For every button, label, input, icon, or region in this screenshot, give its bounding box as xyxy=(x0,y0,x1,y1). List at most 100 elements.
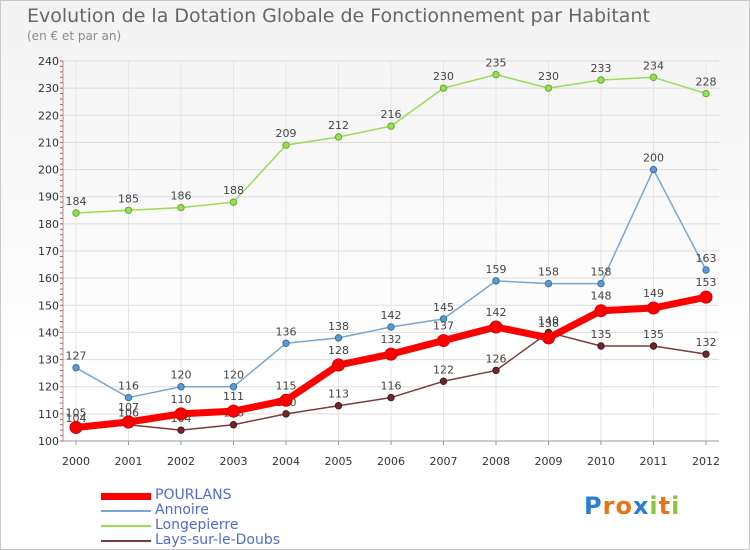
x-tick-label: 2002 xyxy=(167,455,195,468)
data-label-annoire: 163 xyxy=(696,252,717,265)
y-tick-label: 130 xyxy=(38,354,59,367)
data-point-pourlans xyxy=(174,407,188,421)
data-label-lays-sur-le-doubs: 135 xyxy=(643,328,664,341)
data-point-pourlans xyxy=(699,290,713,304)
data-point-lays-sur-le-doubs xyxy=(492,366,500,375)
y-tick-label: 220 xyxy=(38,109,59,122)
x-tick-label: 2008 xyxy=(482,455,510,468)
data-point-longepierre xyxy=(124,206,133,214)
data-point-longepierre xyxy=(597,76,605,84)
y-tick-label: 160 xyxy=(38,272,59,285)
x-tick-label: 2000 xyxy=(62,455,90,468)
data-label-longepierre: 228 xyxy=(696,76,717,89)
x-tick-label: 2011 xyxy=(640,455,668,468)
data-point-annoire xyxy=(72,364,80,372)
data-point-longepierre xyxy=(229,198,238,206)
data-point-annoire xyxy=(229,383,238,391)
data-point-pourlans xyxy=(594,304,608,318)
y-tick-label: 210 xyxy=(38,136,59,149)
data-point-lays-sur-le-doubs xyxy=(387,393,395,402)
data-label-annoire: 145 xyxy=(433,301,454,314)
data-label-lays-sur-le-doubs: 140 xyxy=(538,314,559,327)
data-label-pourlans: 153 xyxy=(696,276,717,289)
data-label-annoire: 138 xyxy=(328,320,349,333)
data-label-lays-sur-le-doubs: 116 xyxy=(381,380,402,393)
data-point-annoire xyxy=(334,334,343,342)
data-label-annoire: 200 xyxy=(643,152,664,165)
data-label-lays-sur-le-doubs: 122 xyxy=(433,363,454,376)
data-point-longepierre xyxy=(334,133,343,141)
data-label-pourlans: 111 xyxy=(223,390,244,403)
data-point-pourlans xyxy=(227,404,240,418)
data-point-pourlans xyxy=(122,415,135,429)
y-tick-label: 180 xyxy=(38,218,59,231)
data-label-longepierre: 233 xyxy=(591,62,612,75)
data-point-longepierre xyxy=(492,70,500,79)
data-point-annoire xyxy=(177,383,185,391)
data-label-lays-sur-le-doubs: 113 xyxy=(328,388,349,401)
legend-swatch xyxy=(101,525,151,527)
data-label-annoire: 116 xyxy=(118,380,139,393)
x-tick-label: 2004 xyxy=(272,455,300,468)
y-tick-label: 240 xyxy=(38,55,59,68)
data-point-annoire xyxy=(492,277,500,285)
data-label-pourlans: 110 xyxy=(171,393,192,406)
legend-swatch xyxy=(101,510,151,512)
data-point-lays-sur-le-doubs xyxy=(439,377,448,385)
logo-letter: i xyxy=(649,492,659,520)
data-label-longepierre: 230 xyxy=(433,70,454,83)
x-tick-label: 2009 xyxy=(535,455,563,468)
data-label-longepierre: 212 xyxy=(328,119,349,132)
proxiti-logo: Proxiti xyxy=(584,492,680,520)
data-label-longepierre: 184 xyxy=(66,195,87,208)
data-label-longepierre: 235 xyxy=(486,57,507,70)
data-point-longepierre xyxy=(439,84,448,92)
y-tick-label: 120 xyxy=(38,381,59,394)
y-tick-label: 230 xyxy=(38,82,59,95)
chart-subtitle: (en € et par an) xyxy=(27,29,122,43)
data-label-longepierre: 185 xyxy=(118,192,139,205)
data-point-pourlans xyxy=(437,334,450,348)
legend-label: Annoire xyxy=(155,502,209,518)
data-point-lays-sur-le-doubs xyxy=(334,402,343,410)
x-tick-label: 2006 xyxy=(377,455,405,468)
data-point-lays-sur-le-doubs xyxy=(229,421,238,429)
data-point-annoire xyxy=(649,165,658,174)
data-point-lays-sur-le-doubs xyxy=(597,342,605,350)
data-point-lays-sur-le-doubs xyxy=(177,426,185,434)
x-tick-label: 2012 xyxy=(692,455,720,468)
x-tick-label: 2001 xyxy=(115,455,143,468)
y-tick-label: 190 xyxy=(38,191,59,204)
data-label-pourlans: 137 xyxy=(433,320,454,333)
data-label-annoire: 127 xyxy=(66,350,87,363)
data-label-longepierre: 216 xyxy=(381,108,402,121)
x-tick-label: 2003 xyxy=(220,455,248,468)
data-label-annoire: 136 xyxy=(276,325,297,338)
data-label-pourlans: 115 xyxy=(276,379,297,392)
data-label-lays-sur-le-doubs: 106 xyxy=(118,407,139,420)
data-point-longepierre xyxy=(702,89,710,98)
legend-swatch xyxy=(101,492,151,500)
logo-letter: t xyxy=(658,492,672,520)
data-point-annoire xyxy=(387,323,395,331)
data-point-pourlans xyxy=(69,420,83,434)
legend-label: Longepierre xyxy=(155,517,239,533)
data-label-pourlans: 148 xyxy=(591,290,612,303)
logo-letter: r xyxy=(602,492,616,520)
legend-label: Lays-sur-le-Doubs xyxy=(155,532,281,548)
data-point-annoire xyxy=(544,279,553,288)
data-point-longepierre xyxy=(387,122,395,130)
chart-title: Evolution de la Dotation Globale de Fonc… xyxy=(27,5,650,27)
data-label-longepierre: 234 xyxy=(643,59,664,72)
data-point-longepierre xyxy=(72,209,80,217)
y-tick-label: 100 xyxy=(38,435,59,448)
data-point-annoire xyxy=(597,279,605,288)
logo-letter: o xyxy=(615,492,633,520)
data-label-annoire: 158 xyxy=(591,266,612,279)
y-tick-label: 140 xyxy=(38,326,59,339)
data-label-longepierre: 188 xyxy=(223,184,244,197)
data-label-longepierre: 186 xyxy=(171,190,192,203)
x-tick-label: 2005 xyxy=(325,455,353,468)
data-point-pourlans xyxy=(647,301,660,315)
